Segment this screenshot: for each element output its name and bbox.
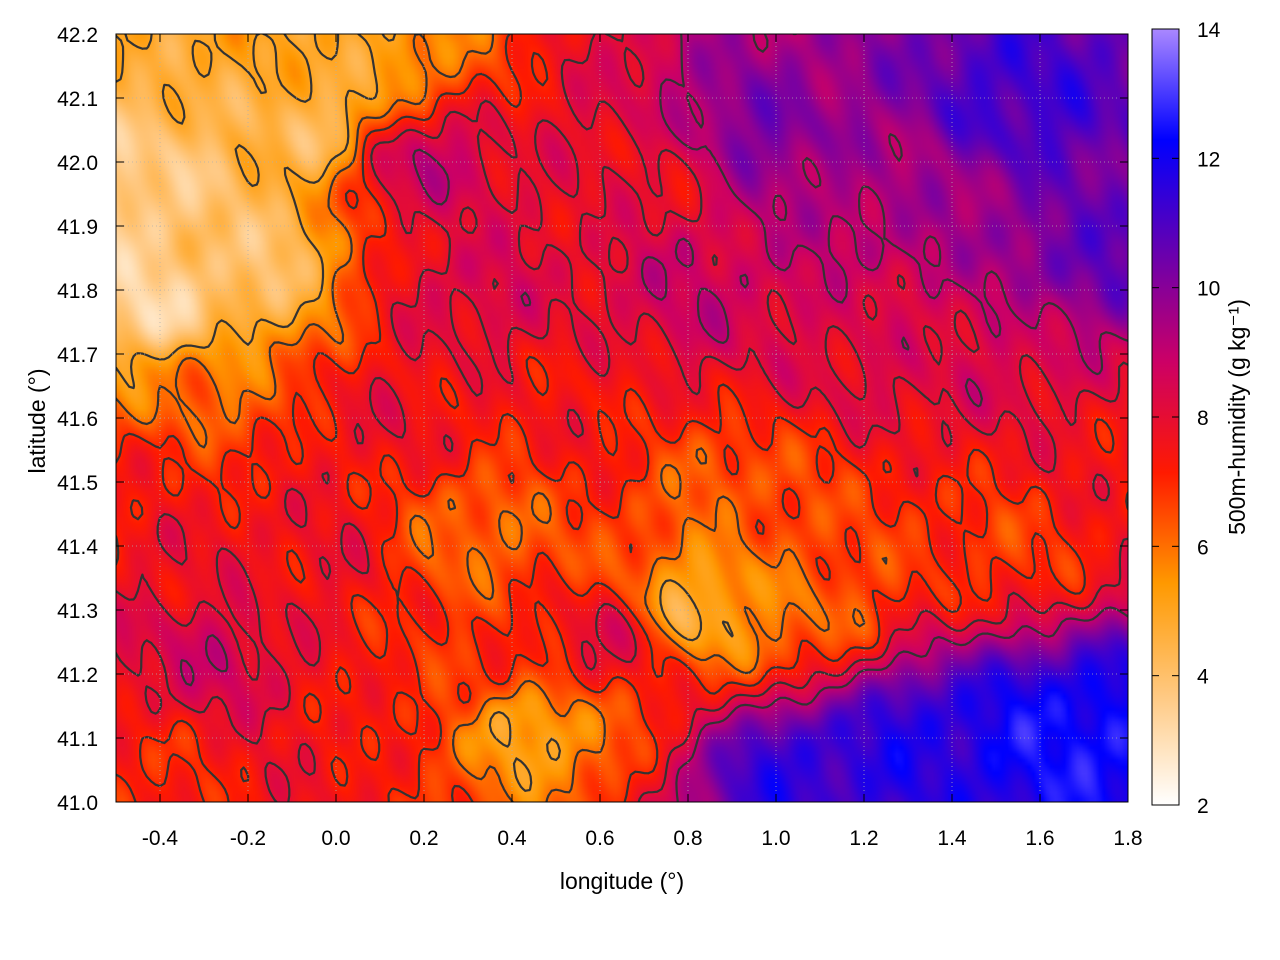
- y-tick-label: 42.2: [57, 24, 98, 47]
- y-tick-label: 41.0: [57, 792, 98, 815]
- x-tick-label: -0.4: [142, 827, 179, 850]
- y-tick-label: 41.8: [57, 280, 98, 303]
- colorbar-tick-label: 12: [1197, 148, 1220, 171]
- colorbar-tick-label: 6: [1197, 536, 1209, 559]
- colorbar-label: 500m-humidity (g kg⁻¹): [1224, 299, 1250, 535]
- contour-line: [116, 34, 888, 802]
- x-tick-label: 0.6: [585, 827, 614, 850]
- colorbar-tick-label: 14: [1197, 19, 1221, 42]
- plot-area: [115, 33, 1129, 803]
- x-tick-label: 1.0: [761, 827, 790, 850]
- x-axis-label: longitude (°): [560, 868, 684, 894]
- x-tick-label: 1.8: [1113, 827, 1142, 850]
- y-tick-label: 41.4: [57, 536, 98, 559]
- y-tick-label: 41.3: [57, 600, 98, 623]
- x-tick-label: 0.0: [321, 827, 350, 850]
- x-tick-label: 1.6: [1025, 827, 1054, 850]
- y-tick-label: 41.6: [57, 408, 98, 431]
- y-tick-label: 41.9: [57, 216, 98, 239]
- y-axis: 41.0 41.1 41.2 41.3 41.4 41.5 41.6 41.7 41.8 41.9…: [57, 24, 1128, 815]
- x-axis: -0.4 -0.2 0.0 0.2 0.4 0.6 0.8 1.0 1.2 1.4 1.6 1.8: [142, 34, 1143, 850]
- colorbar: 2 4 6 8 10 12 14 500m-humidity (g kg⁻¹): [1151, 19, 1250, 818]
- y-tick-label: 41.1: [57, 728, 98, 751]
- x-tick-label: 0.8: [673, 827, 702, 850]
- y-tick-label: 42.1: [57, 88, 98, 111]
- x-tick-label: 1.2: [849, 827, 878, 850]
- y-axis-label: latitude (°): [24, 368, 50, 473]
- colorbar-tick-label: 4: [1197, 666, 1209, 689]
- contour-lines: [116, 34, 1128, 802]
- x-tick-label: 1.4: [937, 827, 967, 850]
- y-tick-label: 41.5: [57, 472, 98, 495]
- contour-line: [116, 34, 1128, 802]
- colorbar-tick-label: 8: [1197, 407, 1209, 430]
- colorbar-tick-label: 10: [1197, 278, 1220, 301]
- colorbar-tick-label: 2: [1197, 795, 1209, 818]
- contour-line: [116, 34, 1128, 802]
- x-tick-label: -0.2: [230, 827, 266, 850]
- y-tick-label: 41.2: [57, 664, 98, 687]
- contour-line: [179, 34, 1128, 802]
- y-tick-label: 42.0: [57, 152, 98, 175]
- contour-line: [116, 34, 734, 792]
- colorbar-ticks: 2 4 6 8 10 12 14: [1152, 19, 1221, 818]
- x-tick-label: 0.2: [409, 827, 438, 850]
- y-tick-label: 41.7: [57, 344, 98, 367]
- x-tick-label: 0.4: [497, 827, 527, 850]
